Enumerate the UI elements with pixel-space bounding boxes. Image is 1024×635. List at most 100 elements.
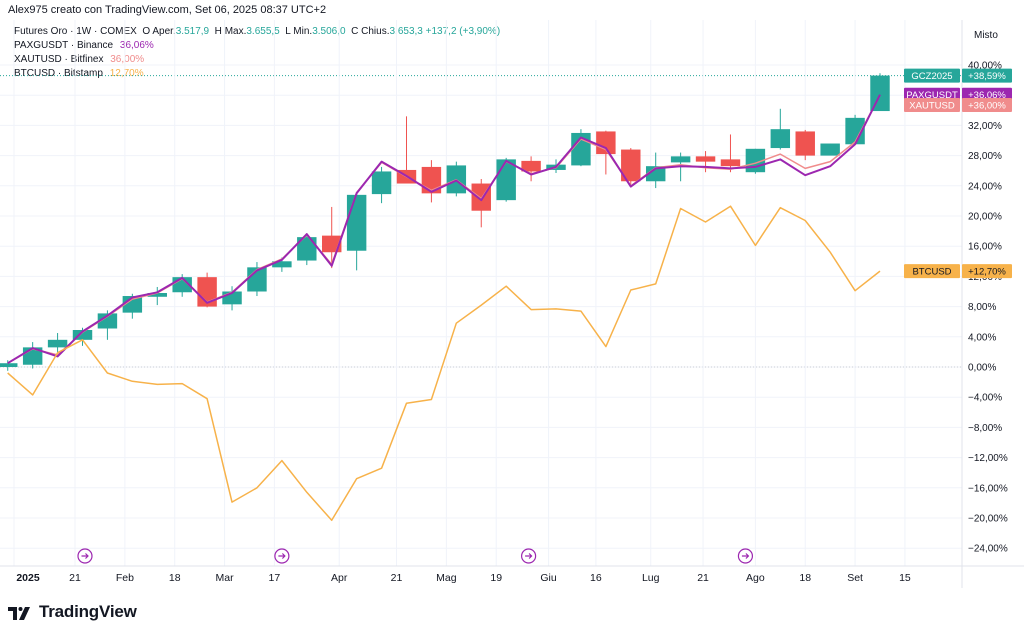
x-tick-label: 17 — [269, 572, 281, 584]
candle-body — [596, 131, 616, 155]
x-tick-label: Ago — [746, 572, 765, 584]
high-label: H — [214, 26, 222, 37]
price-label-name: PAXGUSDT — [906, 90, 958, 101]
event-marker-arrow — [525, 553, 533, 559]
candle-body — [0, 363, 18, 367]
x-tick-label: 18 — [169, 572, 181, 584]
tradingview-logo-icon — [8, 607, 30, 620]
legend-item-label: PAXGUSDT · Binance — [14, 40, 114, 51]
legend-item-label: XAUTUSD · Bitfinex — [14, 54, 104, 65]
y-tick-label: −24,00% — [968, 544, 1008, 555]
open-text: Aper. — [152, 26, 176, 37]
price-label-value: +36,00% — [968, 101, 1006, 112]
candle-body — [645, 166, 666, 182]
candle-body — [695, 156, 716, 162]
x-tick-label: Giu — [540, 572, 557, 584]
candle-body — [297, 237, 317, 261]
price-scale-mode[interactable]: Misto — [974, 30, 998, 41]
y-tick-label: 20,00% — [968, 212, 1002, 223]
x-tick-label: 18 — [799, 572, 811, 584]
candle-body — [845, 117, 865, 145]
legend-item-value: 36,06% — [119, 40, 154, 51]
price-label-value-bg — [962, 68, 1012, 83]
legend-item-paxgusdt[interactable]: PAXGUSDT · Binance 36,06% — [14, 40, 154, 51]
low-value: 3.506,0 — [312, 26, 346, 37]
x-tick-label: 21 — [391, 572, 403, 584]
close-text: Chius. — [361, 26, 390, 37]
event-marker-icon — [521, 548, 537, 564]
event-marker-arrow — [81, 553, 89, 559]
x-tick-label: Mar — [216, 572, 235, 584]
change-value: +137,2 (+3,90%) — [425, 26, 501, 37]
y-tick-label: −12,00% — [968, 453, 1008, 464]
price-label-gcz2025: GCZ2025 +38,59% — [904, 68, 1012, 83]
tradingview-logo-text: TradingView — [39, 602, 137, 621]
candle-body — [97, 313, 118, 329]
candle-body — [272, 261, 292, 268]
event-marker-icon — [77, 548, 93, 564]
event-marker-icon — [274, 548, 290, 564]
time-axis[interactable]: 2025 21 Feb 18 Mar 17 Apr 21 Mag 19 Giu 16 Lug 21 Ago 1… — [0, 565, 1024, 584]
chart-canvas[interactable]: 40,00% 36,00% 32,00% 28,00% 24,00% 20,00% 16,0… — [0, 0, 1024, 600]
y-tick-label: 40,00% — [968, 61, 1002, 72]
grid-lines — [0, 20, 962, 566]
x-tick-label: Mag — [436, 572, 457, 584]
candle-body — [720, 159, 741, 167]
price-label-value: +36,06% — [968, 90, 1006, 101]
y-tick-label: −4,00% — [968, 393, 1002, 404]
low-label: L — [285, 26, 291, 37]
price-label-name-bg — [904, 264, 960, 279]
price-label-value-bg — [962, 264, 1012, 279]
y-tick-label: 32,00% — [968, 121, 1002, 132]
price-label-name: XAUTUSD — [909, 101, 955, 112]
legend-item-value: 36,00% — [110, 54, 145, 65]
x-tick-label: 2025 — [16, 572, 40, 584]
price-label-value: +38,59% — [968, 71, 1006, 82]
y-tick-label: 24,00% — [968, 181, 1002, 192]
btcusd-line — [7, 205, 881, 522]
high-value: 3.655,5 — [246, 26, 280, 37]
chart-created-by: Alex975 creato con TradingView.com, Set … — [8, 4, 327, 16]
event-marker-icon — [737, 548, 754, 564]
y-tick-label: 16,00% — [968, 242, 1002, 253]
candle-body — [147, 293, 167, 297]
candle-body — [47, 339, 68, 348]
candles — [0, 73, 890, 371]
legend-item-value: 12,70% — [109, 68, 144, 79]
x-tick-label: Set — [847, 572, 863, 584]
candle-body — [870, 75, 890, 112]
x-tick-label: Apr — [331, 572, 348, 584]
legend-item-btcusd[interactable]: BTCUSD · Bitstamp 12,70% — [14, 68, 144, 79]
price-label-btcusd: BTCUSD +12,70% — [904, 264, 1012, 279]
x-tick-label: 16 — [590, 572, 602, 584]
legend-item-xautusd[interactable]: XAUTUSD · Bitfinex 36,00% — [14, 54, 144, 65]
candle-body — [346, 194, 367, 251]
price-label-name-bg — [904, 68, 960, 83]
price-label-value-bg — [962, 98, 1012, 113]
xautusd-line — [7, 94, 881, 364]
price-label-name: BTCUSD — [912, 267, 951, 278]
open-value: 3.517,9 — [175, 26, 210, 37]
y-tick-label: 28,00% — [968, 151, 1002, 162]
price-label-name: GCZ2025 — [911, 71, 952, 82]
paxgusdt-line — [7, 94, 881, 365]
price-label-xautusd: XAUTUSD +36,00% — [904, 98, 1012, 113]
comparison-lines — [7, 94, 881, 522]
event-marker-arrow — [278, 553, 286, 559]
close-value: 3.653,3 — [389, 26, 423, 37]
candle-body — [670, 156, 691, 163]
close-label: C — [351, 26, 359, 37]
event-markers — [77, 548, 754, 564]
y-tick-label: 8,00% — [968, 302, 996, 313]
price-labels: GCZ2025 +38,59% PAXGUSDT +36,06% XAUTUSD +36,… — [904, 68, 1012, 279]
low-text: Min. — [293, 26, 313, 37]
event-marker-arrow — [741, 553, 750, 559]
candle-body — [371, 171, 392, 195]
price-label-name-bg — [904, 98, 960, 113]
x-tick-label: 21 — [697, 572, 709, 584]
candle-body — [770, 129, 791, 149]
candle-body — [621, 149, 641, 182]
tradingview-logo: TradingView — [8, 602, 137, 622]
candle-body — [820, 143, 840, 156]
y-tick-label: −16,00% — [968, 483, 1008, 494]
